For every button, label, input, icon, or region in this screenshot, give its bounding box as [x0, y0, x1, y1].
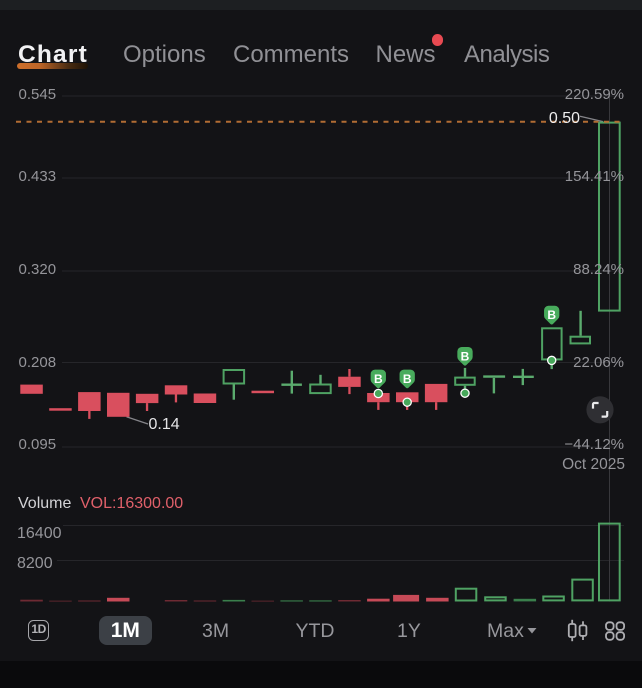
- svg-text:B: B: [547, 308, 556, 322]
- svg-text:B: B: [461, 349, 470, 363]
- svg-text:B: B: [374, 372, 383, 386]
- svg-text:B: B: [403, 372, 412, 386]
